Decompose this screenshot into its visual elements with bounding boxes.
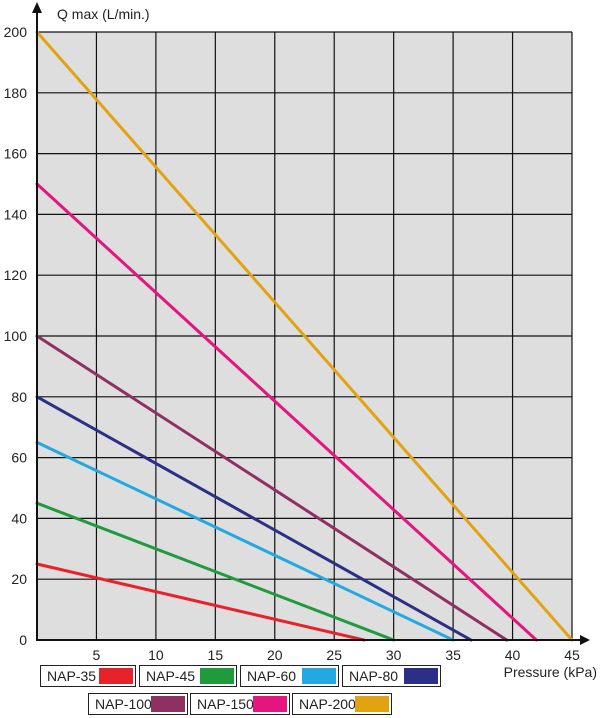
x-tick-label: 30	[386, 647, 402, 663]
x-tick-label: 35	[445, 647, 461, 663]
tick-labels: 0 20 40 60 80 100 120 140 160 180 200 5 10 15 20 25 30 35…	[4, 24, 580, 663]
x-tick-label: 5	[93, 647, 101, 663]
x-tick-label: 10	[148, 647, 164, 663]
series-line-nap-35	[35, 562, 366, 642]
series-line-nap-80	[35, 395, 473, 642]
y-tick-label: 40	[11, 510, 27, 526]
x-axis-arrow	[580, 635, 590, 645]
y-tick-label: 120	[4, 267, 28, 283]
x-tick-label: 15	[208, 647, 224, 663]
series-lines	[35, 30, 574, 642]
y-axis-title: Q max (L/min.)	[57, 6, 150, 22]
series-line-nap-45	[35, 501, 396, 642]
series-line-nap-150	[35, 182, 538, 642]
y-tick-label: 20	[11, 571, 27, 587]
y-tick-label: 140	[4, 206, 28, 222]
series-line-nap-200	[35, 30, 574, 642]
y-tick-label: 80	[11, 389, 27, 405]
x-tick-label: 45	[564, 647, 580, 663]
x-axis-title: Pressure (kPa)	[504, 664, 597, 680]
series-line-nap-100	[35, 334, 509, 642]
axes	[32, 2, 590, 645]
y-tick-label: 60	[11, 450, 27, 466]
x-tick-label: 20	[267, 647, 283, 663]
y-tick-label: 200	[4, 24, 28, 40]
y-tick-label: 100	[4, 328, 28, 344]
y-tick-label: 0	[19, 632, 27, 648]
y-tick-label: 160	[4, 146, 28, 162]
y-axis-arrow	[32, 2, 42, 13]
series-line-nap-60	[35, 440, 455, 642]
x-tick-label: 25	[326, 647, 342, 663]
y-tick-label: 180	[4, 85, 28, 101]
x-tick-label: 40	[505, 647, 521, 663]
